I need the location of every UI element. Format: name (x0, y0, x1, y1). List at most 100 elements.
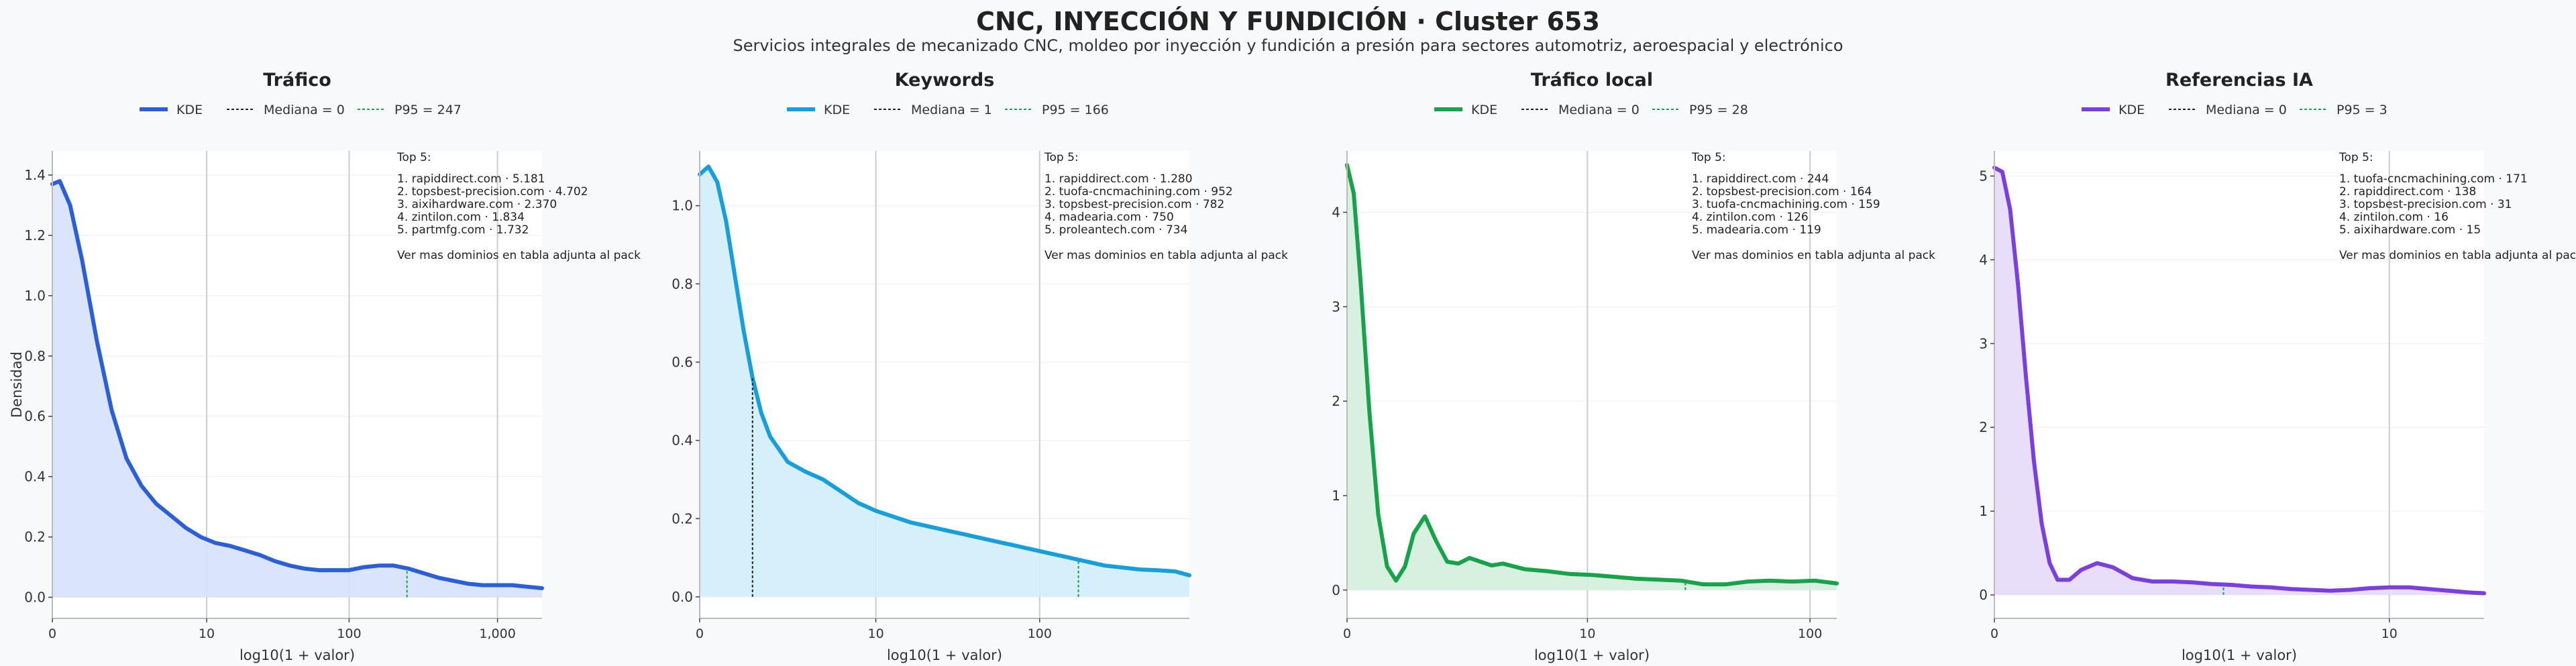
top5-item: 3. tuofa-cncmachining.com · 159 (1692, 198, 1880, 211)
kde-line (1345, 163, 1839, 587)
y-tick-label: 3 (1332, 298, 1340, 315)
x-tick-label: 0 (48, 626, 56, 641)
top5-item: 4. zintilon.com · 16 (2339, 211, 2449, 224)
top5-header: Top 5: (2339, 151, 2373, 164)
x-tick-label: 100 (1028, 626, 1052, 641)
kde-line (1992, 166, 2486, 596)
x-axis-label: log10(1 + valor) (1534, 647, 1650, 663)
legend-p95-label: P95 = 166 (1042, 103, 1109, 117)
top5-footer: Ver mas dominios en tabla adjunta al pac… (1044, 249, 1288, 262)
y-tick-label: 4 (1979, 252, 1988, 268)
y-tick-label: 0.8 (24, 348, 46, 364)
trafico-local-title: Tráfico local (1531, 70, 1653, 91)
y-tick-label: 0.6 (672, 354, 693, 370)
x-tick-label: 10 (2381, 626, 2398, 641)
legend-kde-label: KDE (1471, 103, 1497, 117)
y-tick-label: 0.2 (672, 510, 693, 526)
chart-panel-referencias-ia: Referencias IA KDE Mediana = 0 P95 = 3 0 1 2 3 4… (1942, 60, 2576, 663)
top5-header: Top 5: (1044, 151, 1079, 164)
top5-item: 1. rapiddirect.com · 1.280 (1044, 172, 1193, 186)
y-tick-label: 0.0 (672, 589, 693, 605)
top5-item: 4. zintilon.com · 126 (1692, 211, 1809, 224)
kde-area (1994, 168, 2484, 595)
x-tick-label: 1,000 (479, 626, 515, 641)
legend-median-label: Mediana = 0 (2206, 103, 2287, 117)
y-tick-label: 0.8 (672, 276, 693, 292)
kde-line (50, 179, 544, 590)
y-tick-label: 1.0 (24, 288, 46, 304)
top5-item: 1. tuofa-cncmachining.com · 171 (2339, 172, 2528, 186)
legend-p95-label: P95 = 28 (1689, 103, 1748, 117)
legend-median-label: Mediana = 0 (264, 103, 345, 117)
legend-median-label: Mediana = 0 (1558, 103, 1640, 117)
top5-footer: Ver mas dominios en tabla adjunta al pac… (1692, 249, 1935, 262)
top5-item: 5. aixihardware.com · 15 (2339, 223, 2481, 237)
x-tick-label: 10 (1579, 626, 1595, 641)
page-subtitle: Servicios integrales de mecanizado CNC, … (733, 36, 1843, 55)
chart-svg-trafico-local: Tráfico local KDE Mediana = 0 P95 = 28 0 1 2 3 4… (1332, 70, 1935, 663)
top5-item: 3. topsbest-precision.com · 782 (1044, 198, 1224, 211)
top5-item: 2. topsbest-precision.com · 164 (1692, 185, 1872, 199)
legend-p95-label: P95 = 247 (394, 103, 462, 117)
legend-kde-label: KDE (176, 103, 203, 117)
legend-median-label: Mediana = 1 (911, 103, 992, 117)
y-tick-label: 1.2 (24, 227, 46, 243)
page-title: CNC, INYECCIÓN Y FUNDICIÓN · Cluster 653 (976, 7, 1600, 36)
y-tick-label: 0 (1332, 582, 1340, 598)
y-tick-label: 3 (1979, 335, 1988, 351)
y-tick-label: 0.0 (24, 590, 46, 606)
x-axis-label: log10(1 + valor) (887, 647, 1002, 663)
kde-line (698, 164, 1191, 577)
top5-item: 2. tuofa-cncmachining.com · 952 (1044, 185, 1233, 199)
chart-svg-keywords: Keywords KDE Mediana = 1 P95 = 166 0.0 0.2 0.4… (672, 70, 1288, 663)
y-tick-label: 0.6 (24, 408, 46, 425)
top5-item: 4. madearia.com · 750 (1044, 211, 1174, 224)
y-tick-label: 2 (1979, 419, 1988, 435)
top5-item: 1. rapiddirect.com · 5.181 (397, 172, 545, 186)
keywords-title: Keywords (895, 70, 995, 91)
x-tick-label: 10 (867, 626, 883, 641)
x-tick-label: 100 (337, 626, 361, 641)
chart-svg-trafico: Tráfico KDE Mediana = 0 P95 = 247 0.0 0.2 0.4 0… (9, 70, 641, 663)
top5-item: 5. partmfg.com · 1.732 (397, 223, 529, 237)
x-axis-label: log10(1 + valor) (239, 647, 355, 663)
x-tick-label: 100 (1798, 626, 1822, 641)
chart-panel-trafico-local: Tráfico local KDE Mediana = 0 P95 = 28 0 1 2 3 4… (1295, 60, 1939, 663)
top5-footer: Ver mas dominios en tabla adjunta al pac… (2339, 249, 2576, 262)
y-tick-label: 1.4 (24, 167, 46, 183)
y-tick-label: 1 (1979, 503, 1988, 519)
top5-item: 3. topsbest-precision.com · 31 (2339, 198, 2512, 211)
legend-kde-label: KDE (824, 103, 850, 117)
x-tick-label: 10 (199, 626, 215, 641)
y-tick-label: 0.4 (672, 433, 693, 449)
plot-background (1994, 151, 2484, 618)
y-tick-label: 0 (1979, 587, 1988, 603)
x-axis-label: log10(1 + valor) (2182, 647, 2297, 663)
top5-item: 2. topsbest-precision.com · 4.702 (397, 185, 588, 199)
top5-header: Top 5: (1691, 151, 1726, 164)
top5-item: 5. madearia.com · 119 (1692, 223, 1821, 237)
x-tick-label: 0 (696, 626, 704, 641)
legend-p95-label: P95 = 3 (2337, 103, 2387, 117)
top5-item: 2. rapiddirect.com · 138 (2339, 185, 2476, 199)
chart-panel-keywords: Keywords KDE Mediana = 1 P95 = 166 0.0 0.2 0.4… (647, 60, 1291, 663)
top5-item: 5. proleantech.com · 734 (1044, 223, 1187, 237)
y-tick-label: 1.0 (672, 198, 693, 214)
y-axis-label: Densidad (9, 351, 25, 418)
x-tick-label: 0 (1990, 626, 1998, 641)
chart-panel-trafico: Tráfico KDE Mediana = 0 P95 = 247 0.0 0.2 0.4 0… (0, 60, 644, 663)
y-tick-label: 0.4 (24, 469, 46, 485)
top5-footer: Ver mas dominios en tabla adjunta al pac… (397, 249, 641, 262)
y-tick-label: 5 (1979, 168, 1988, 184)
kde-area (700, 166, 1189, 597)
legend-kde-label: KDE (2118, 103, 2145, 117)
x-tick-label: 0 (1343, 626, 1351, 641)
y-tick-label: 0.2 (24, 529, 46, 545)
y-tick-label: 4 (1332, 205, 1340, 221)
chart-svg-referencias-ia: Referencias IA KDE Mediana = 0 P95 = 3 0 1 2 3 4… (1979, 70, 2576, 663)
top5-item: 4. zintilon.com · 1.834 (397, 211, 525, 224)
y-tick-label: 2 (1332, 393, 1340, 409)
trafico-title: Tráfico (263, 70, 331, 91)
top5-item: 1. rapiddirect.com · 244 (1692, 172, 1829, 186)
top5-item: 3. aixihardware.com · 2.370 (397, 198, 557, 211)
